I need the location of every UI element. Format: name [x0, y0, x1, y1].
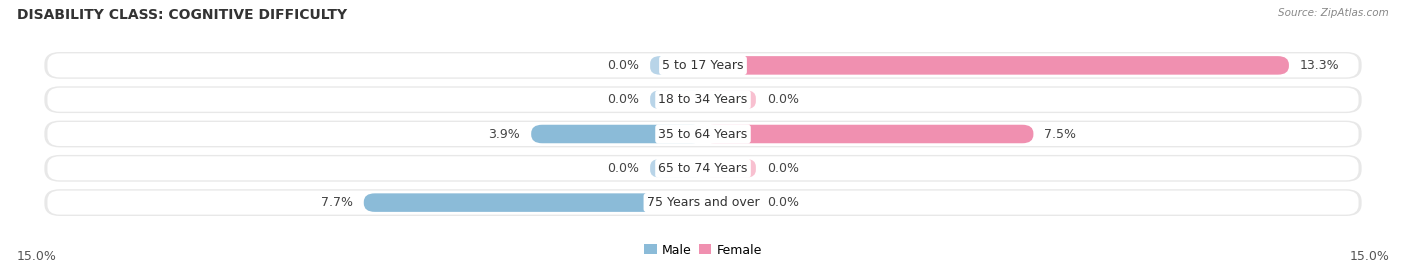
FancyBboxPatch shape — [48, 122, 1358, 146]
FancyBboxPatch shape — [364, 193, 703, 212]
Text: 15.0%: 15.0% — [17, 250, 56, 263]
FancyBboxPatch shape — [48, 88, 1358, 112]
FancyBboxPatch shape — [45, 121, 1361, 147]
FancyBboxPatch shape — [45, 86, 1361, 113]
Text: 0.0%: 0.0% — [607, 59, 640, 72]
Text: Source: ZipAtlas.com: Source: ZipAtlas.com — [1278, 8, 1389, 18]
Text: 65 to 74 Years: 65 to 74 Years — [658, 162, 748, 175]
Text: 13.3%: 13.3% — [1301, 59, 1340, 72]
FancyBboxPatch shape — [650, 90, 703, 109]
Text: 0.0%: 0.0% — [766, 196, 799, 209]
Legend: Male, Female: Male, Female — [640, 239, 766, 262]
Text: 0.0%: 0.0% — [766, 93, 799, 106]
Text: 5 to 17 Years: 5 to 17 Years — [662, 59, 744, 72]
FancyBboxPatch shape — [703, 90, 756, 109]
FancyBboxPatch shape — [703, 56, 1289, 75]
FancyBboxPatch shape — [45, 155, 1361, 182]
Text: 75 Years and over: 75 Years and over — [647, 196, 759, 209]
FancyBboxPatch shape — [650, 56, 703, 75]
FancyBboxPatch shape — [703, 125, 1033, 143]
FancyBboxPatch shape — [45, 189, 1361, 216]
FancyBboxPatch shape — [703, 193, 756, 212]
Text: 18 to 34 Years: 18 to 34 Years — [658, 93, 748, 106]
FancyBboxPatch shape — [650, 159, 703, 178]
Text: 7.7%: 7.7% — [321, 196, 353, 209]
Text: 15.0%: 15.0% — [1350, 250, 1389, 263]
FancyBboxPatch shape — [531, 125, 703, 143]
Text: 0.0%: 0.0% — [607, 162, 640, 175]
Text: 0.0%: 0.0% — [607, 93, 640, 106]
FancyBboxPatch shape — [48, 191, 1358, 215]
Text: 35 to 64 Years: 35 to 64 Years — [658, 128, 748, 140]
Text: DISABILITY CLASS: COGNITIVE DIFFICULTY: DISABILITY CLASS: COGNITIVE DIFFICULTY — [17, 8, 347, 22]
FancyBboxPatch shape — [48, 156, 1358, 180]
FancyBboxPatch shape — [45, 52, 1361, 79]
FancyBboxPatch shape — [703, 159, 756, 178]
FancyBboxPatch shape — [48, 53, 1358, 77]
Text: 0.0%: 0.0% — [766, 162, 799, 175]
Text: 3.9%: 3.9% — [488, 128, 520, 140]
Text: 7.5%: 7.5% — [1045, 128, 1077, 140]
